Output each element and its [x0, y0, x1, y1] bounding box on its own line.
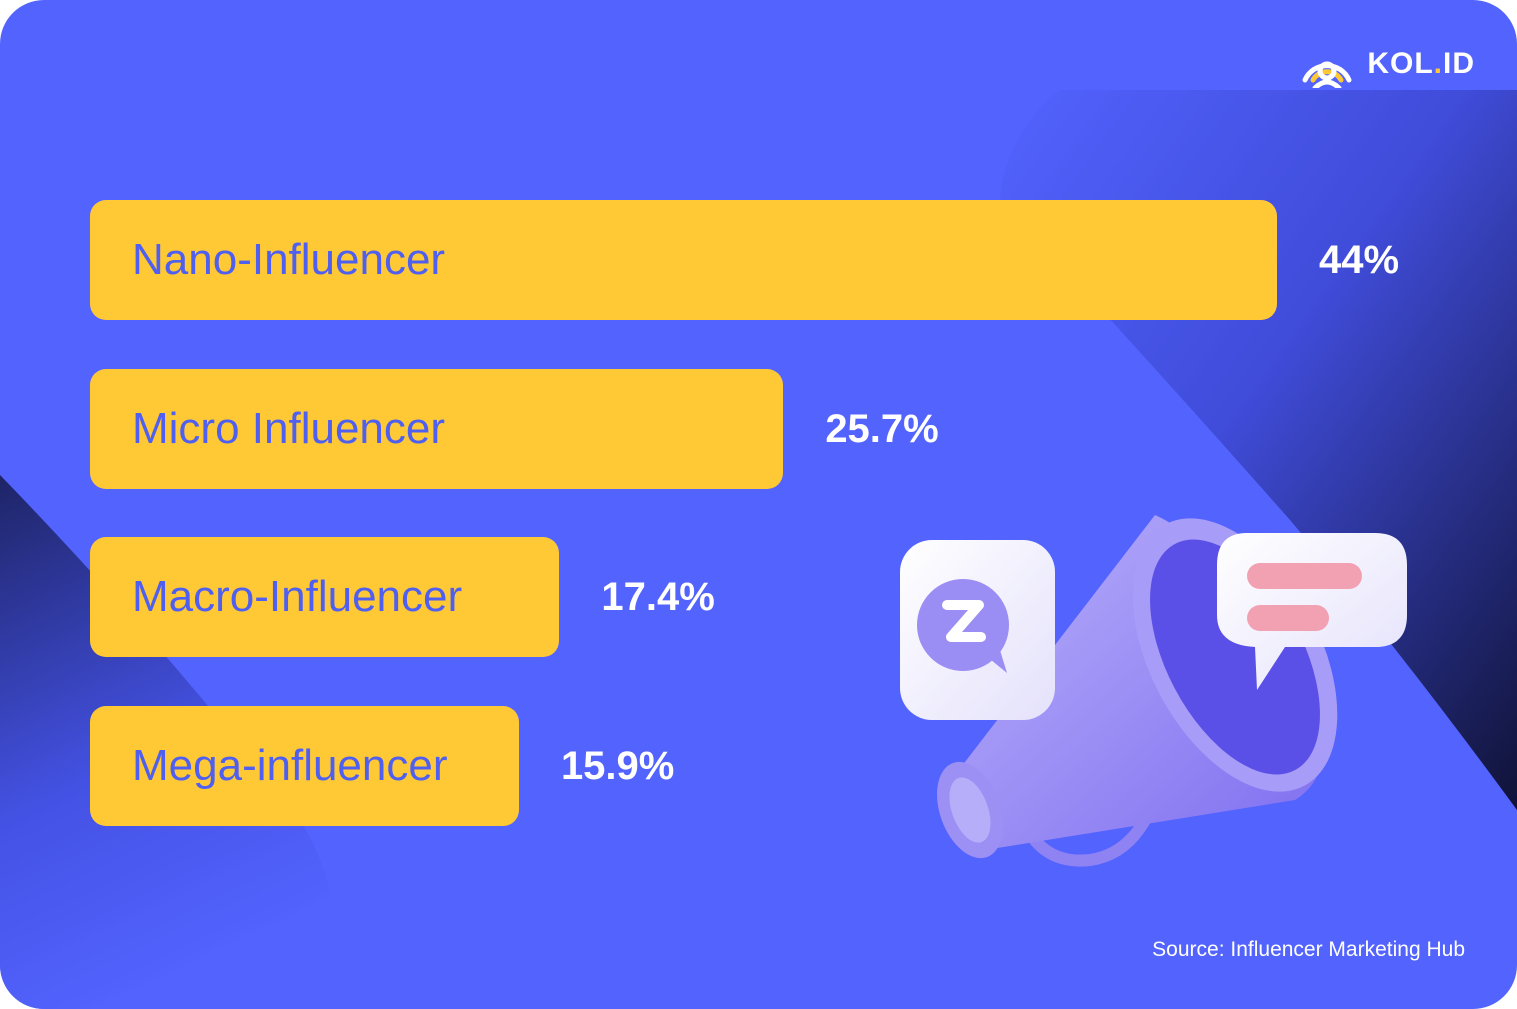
- bar-value-mega-influencer: 15.9%: [560, 743, 675, 788]
- source-note: Source: Influencer Marketing Hub: [1152, 938, 1465, 961]
- bar-value-micro-influencer: 25.7%: [825, 406, 939, 451]
- bar-mega-influencer: Mega-influencer: [90, 705, 519, 826]
- bar-label: Macro-Influencer: [132, 572, 463, 621]
- brand-wordmark: KOL.ID: [1367, 47, 1475, 80]
- bar-value-nano-influencer: 44%: [1319, 238, 1400, 282]
- signal-person-icon: [1302, 61, 1352, 88]
- brand-logo[interactable]: KOL.ID: [1299, 40, 1475, 88]
- bar-value-macro-influencer: 17.4%: [601, 575, 715, 619]
- bar-label: Nano-Influencer: [132, 235, 446, 284]
- bar-macro-influencer: Macro-Influencer: [90, 537, 560, 657]
- bar-nano-influencer: Nano-Influencer: [90, 200, 1277, 320]
- bar-micro-influencer: Micro Influencer: [90, 368, 784, 489]
- megaphone-icon: [900, 515, 1407, 867]
- bar-label: Micro Influencer: [132, 403, 446, 453]
- bar-label: Mega-influencer: [132, 740, 448, 790]
